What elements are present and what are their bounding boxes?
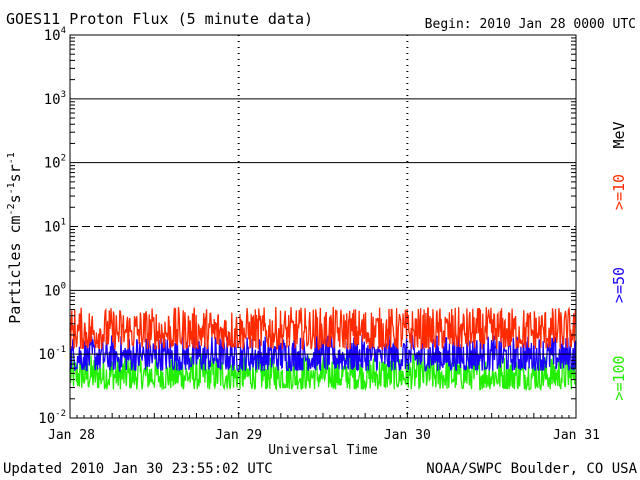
y-tick-label: 103	[44, 90, 66, 108]
y-tick-base: 10	[44, 28, 61, 44]
unit-label-mev: MeV	[610, 121, 628, 148]
y-label-s: s	[6, 194, 24, 203]
y-label-sr: sr	[6, 164, 24, 182]
x-tick-label: Jan 29	[215, 428, 262, 443]
grid-lines	[70, 35, 576, 418]
y-tick-exponent: 1	[61, 218, 66, 228]
y-tick-base: 10	[44, 283, 61, 299]
chart-title: GOES11 Proton Flux (5 minute data)	[6, 10, 313, 28]
y-label-exp-cm: -2	[6, 203, 17, 215]
y-tick-exponent: -2	[55, 409, 66, 419]
y-tick-label: 10-2	[38, 409, 66, 427]
series-line-ge100	[69, 352, 577, 392]
begin-date-label: Begin: 2010 Jan 28 0000 UTC	[425, 17, 636, 32]
y-tick-exponent: 2	[61, 154, 66, 164]
legend-ge10: >=10	[610, 174, 628, 210]
data-series-group	[69, 306, 577, 392]
y-tick-label: 101	[44, 218, 66, 236]
svg-text:Particles cm-2s-1sr-1: Particles cm-2s-1sr-1	[6, 152, 24, 324]
y-tick-exponent: -1	[55, 345, 66, 355]
y-tick-base: 10	[38, 347, 55, 363]
y-label-particles: Particles cm	[6, 215, 24, 323]
y-tick-exponent: 3	[61, 90, 66, 100]
y-tick-exponent: 4	[61, 26, 66, 36]
y-tick-base: 10	[44, 220, 61, 236]
x-axis-ticks: Jan 28 Jan 29 Jan 30 Jan 31	[48, 412, 600, 443]
updated-timestamp: Updated 2010 Jan 30 23:55:02 UTC	[3, 461, 273, 477]
series-line-ge10	[69, 306, 577, 351]
y-tick-base: 10	[44, 92, 61, 108]
x-tick-label: Jan 30	[384, 428, 431, 443]
y-tick-exponent: 0	[61, 281, 66, 291]
legend-ge50: >=50	[610, 267, 628, 303]
y-axis-label: Particles cm-2s-1sr-1	[6, 152, 24, 324]
x-tick-label: Jan 31	[553, 428, 600, 443]
x-tick-label: Jan 28	[48, 428, 95, 443]
y-label-exp-s: -1	[6, 182, 17, 194]
legend-ge100: >=100	[610, 355, 628, 400]
y-tick-label: 100	[44, 281, 66, 299]
y-tick-base: 10	[44, 156, 61, 172]
y-tick-base: 10	[38, 411, 55, 427]
energy-legend: MeV >=10 >=50 >=100	[610, 121, 628, 400]
y-tick-label: 104	[44, 26, 66, 44]
y-label-exp-sr: -1	[6, 152, 17, 164]
x-axis-label: Universal Time	[268, 443, 378, 458]
y-tick-label: 102	[44, 154, 66, 172]
y-tick-label: 10-1	[38, 345, 66, 363]
credit-label: NOAA/SWPC Boulder, CO USA	[426, 461, 637, 477]
